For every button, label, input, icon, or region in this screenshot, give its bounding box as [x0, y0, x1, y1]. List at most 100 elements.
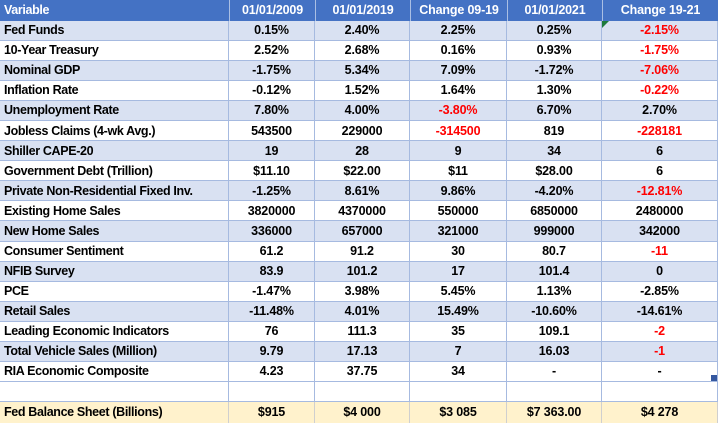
value-cell[interactable]: 819 [507, 121, 602, 142]
column-header[interactable]: 01/01/2021 [507, 0, 602, 21]
row-label[interactable] [0, 381, 229, 402]
value-cell[interactable]: -3.80% [410, 101, 507, 122]
value-cell[interactable]: 2.68% [315, 41, 410, 62]
value-cell[interactable]: $28.00 [507, 161, 602, 182]
column-header[interactable]: Variable [4, 3, 50, 18]
value-cell[interactable]: 0.16% [410, 41, 507, 62]
value-cell[interactable]: 17.13 [315, 341, 410, 362]
value-cell[interactable]: 16.03 [507, 341, 602, 362]
row-label[interactable]: Existing Home Sales [0, 201, 229, 222]
row-label[interactable]: Government Debt (Trillion) [0, 161, 229, 182]
value-cell[interactable]: -0.22% [602, 81, 718, 102]
value-cell[interactable]: $4 000 [315, 401, 410, 423]
value-cell[interactable]: 2.70% [602, 101, 718, 122]
value-cell[interactable]: 17 [410, 261, 507, 282]
value-cell[interactable]: -4.20% [507, 181, 602, 202]
value-cell[interactable]: -2.85% [602, 281, 718, 302]
value-cell[interactable]: 4.23 [229, 361, 315, 382]
value-cell[interactable] [507, 381, 602, 402]
value-cell[interactable]: 0.93% [507, 41, 602, 62]
value-cell[interactable]: $915 [229, 401, 315, 423]
value-cell[interactable]: 336000 [229, 221, 315, 242]
value-cell[interactable]: 111.3 [315, 321, 410, 342]
value-cell[interactable]: 7.09% [410, 61, 507, 82]
value-cell[interactable]: -7.06% [602, 61, 718, 82]
value-cell[interactable]: 0.15% [229, 21, 315, 42]
value-cell[interactable]: 5.45% [410, 281, 507, 302]
value-cell[interactable]: 9 [410, 141, 507, 162]
value-cell[interactable]: 34 [410, 361, 507, 382]
value-cell[interactable]: 101.2 [315, 261, 410, 282]
value-cell[interactable]: -1.75% [229, 61, 315, 82]
value-cell[interactable]: 35 [410, 321, 507, 342]
value-cell[interactable]: $22.00 [315, 161, 410, 182]
column-header[interactable]: Change 09-19 [410, 0, 507, 21]
value-cell[interactable]: 543500 [229, 121, 315, 142]
value-cell[interactable]: 109.1 [507, 321, 602, 342]
value-cell[interactable]: -1.72% [507, 61, 602, 82]
value-cell[interactable]: $3 085 [410, 401, 507, 423]
value-cell[interactable]: $4 278 [602, 401, 718, 423]
value-cell[interactable]: 4370000 [315, 201, 410, 222]
value-cell[interactable]: 30 [410, 241, 507, 262]
value-cell[interactable]: 3.98% [315, 281, 410, 302]
row-label[interactable]: Jobless Claims (4-wk Avg.) [0, 121, 229, 142]
column-header[interactable]: 01/01/2009 [229, 0, 315, 21]
value-cell[interactable]: $11.10 [229, 161, 315, 182]
value-cell[interactable]: $11 [410, 161, 507, 182]
value-cell[interactable]: 1.52% [315, 81, 410, 102]
value-cell[interactable]: 91.2 [315, 241, 410, 262]
value-cell[interactable]: 34 [507, 141, 602, 162]
value-cell[interactable]: 8.61% [315, 181, 410, 202]
row-label[interactable]: PCE [0, 281, 229, 302]
value-cell[interactable]: 2.25% [410, 21, 507, 42]
value-cell[interactable]: 5.34% [315, 61, 410, 82]
value-cell[interactable] [229, 381, 315, 402]
value-cell[interactable]: 2.40% [315, 21, 410, 42]
value-cell[interactable]: 9.86% [410, 181, 507, 202]
row-label[interactable]: Consumer Sentiment [0, 241, 229, 262]
value-cell[interactable]: 321000 [410, 221, 507, 242]
value-cell[interactable]: 6850000 [507, 201, 602, 222]
value-cell[interactable] [602, 381, 718, 402]
value-cell[interactable]: 15.49% [410, 301, 507, 322]
column-header[interactable]: 01/01/2019 [315, 0, 410, 21]
column-header[interactable]: Change 19-21 [602, 0, 718, 21]
value-cell[interactable]: 4.00% [315, 101, 410, 122]
row-label[interactable]: 10-Year Treasury [0, 41, 229, 62]
value-cell[interactable]: 229000 [315, 121, 410, 142]
value-cell[interactable]: 80.7 [507, 241, 602, 262]
value-cell[interactable]: 6 [602, 161, 718, 182]
value-cell[interactable]: 6.70% [507, 101, 602, 122]
value-cell[interactable]: -1.25% [229, 181, 315, 202]
value-cell[interactable]: -11 [602, 241, 718, 262]
value-cell[interactable]: -228181 [602, 121, 718, 142]
value-cell[interactable]: 1.13% [507, 281, 602, 302]
value-cell[interactable]: 19 [229, 141, 315, 162]
row-label[interactable]: Private Non-Residential Fixed Inv. [0, 181, 229, 202]
row-label[interactable]: NFIB Survey [0, 261, 229, 282]
value-cell[interactable]: 7 [410, 341, 507, 362]
value-cell[interactable]: 342000 [602, 221, 718, 242]
value-cell[interactable]: 2480000 [602, 201, 718, 222]
value-cell[interactable]: 3820000 [229, 201, 315, 222]
row-label[interactable]: Leading Economic Indicators [0, 321, 229, 342]
value-cell[interactable]: 101.4 [507, 261, 602, 282]
row-label[interactable]: RIA Economic Composite [0, 361, 229, 382]
value-cell[interactable]: -14.61% [602, 301, 718, 322]
value-cell[interactable]: -1.47% [229, 281, 315, 302]
value-cell[interactable]: 9.79 [229, 341, 315, 362]
value-cell[interactable]: 61.2 [229, 241, 315, 262]
fill-handle[interactable] [711, 374, 717, 381]
value-cell[interactable]: -10.60% [507, 301, 602, 322]
value-cell[interactable]: 83.9 [229, 261, 315, 282]
value-cell[interactable]: 7.80% [229, 101, 315, 122]
value-cell[interactable]: 657000 [315, 221, 410, 242]
row-label[interactable]: Retail Sales [0, 301, 229, 322]
value-cell[interactable]: -12.81% [602, 181, 718, 202]
value-cell[interactable]: 999000 [507, 221, 602, 242]
value-cell[interactable]: $7 363.00 [507, 401, 602, 423]
value-cell[interactable]: 6 [602, 141, 718, 162]
value-cell[interactable]: 0.25% [507, 21, 602, 42]
row-label[interactable]: Fed Funds [0, 21, 229, 42]
